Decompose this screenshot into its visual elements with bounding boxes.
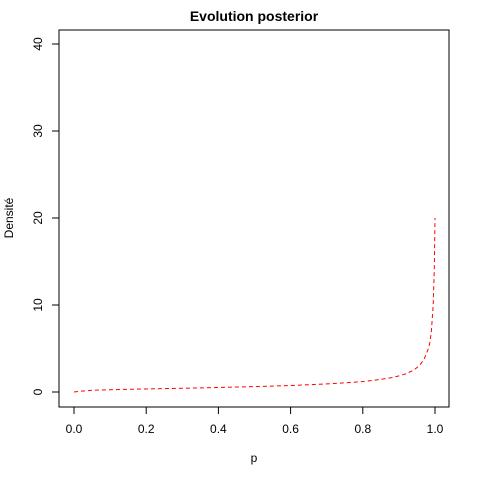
x-tick-label: 0.6 bbox=[282, 422, 299, 436]
y-tick-label: 10 bbox=[31, 298, 45, 312]
x-tick-label: 1.0 bbox=[427, 422, 444, 436]
series-layer bbox=[73, 217, 436, 393]
axes: 0.0 0.2 0.4 0.6 0.8 1.0 0 10 20 30 40 bbox=[31, 37, 444, 436]
chart-title: Evolution posterior bbox=[190, 8, 319, 24]
x-axis-label: p bbox=[251, 451, 258, 465]
y-tick-label: 40 bbox=[31, 37, 45, 51]
y-tick-label: 0 bbox=[31, 388, 45, 395]
x-tick-label: 0.0 bbox=[66, 422, 83, 436]
x-tick-label: 0.2 bbox=[138, 422, 155, 436]
series-line bbox=[73, 217, 436, 393]
x-tick-label: 0.8 bbox=[354, 422, 371, 436]
x-tick-label: 0.4 bbox=[210, 422, 227, 436]
y-tick-label: 20 bbox=[31, 211, 45, 225]
y-tick-label: 30 bbox=[31, 124, 45, 138]
y-axis-label: Densité bbox=[2, 197, 16, 238]
plot-frame bbox=[58, 29, 450, 408]
